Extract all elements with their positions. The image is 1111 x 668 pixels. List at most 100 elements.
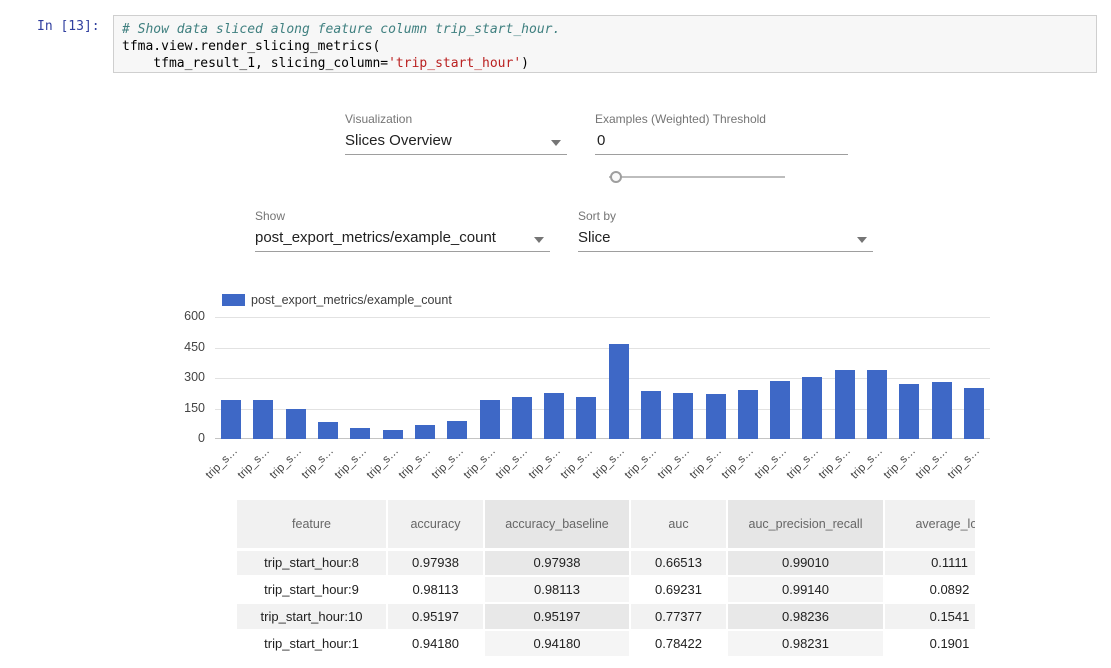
table-cell: 0.1541: [884, 603, 975, 630]
table-cell: 0.66513: [630, 549, 727, 576]
sort-control: Sort by Slice: [578, 209, 873, 252]
code-line3-pre: tfma_result_1, slicing_column=: [122, 56, 388, 71]
slider-thumb[interactable]: [610, 171, 622, 183]
visualization-select[interactable]: Slices Overview: [345, 130, 567, 155]
table-cell: 0.99010: [727, 549, 884, 576]
threshold-input[interactable]: [595, 130, 848, 155]
y-tick-label: 150: [150, 401, 205, 415]
bar[interactable]: [835, 370, 855, 439]
bar[interactable]: [318, 422, 338, 439]
bar[interactable]: [802, 377, 822, 439]
y-axis-labels: 0150300450600: [150, 317, 208, 439]
bar[interactable]: [415, 425, 435, 439]
threshold-slider[interactable]: [609, 170, 785, 184]
sort-label: Sort by: [578, 209, 873, 223]
slider-track[interactable]: [609, 176, 785, 178]
table-column-header[interactable]: accuracy: [387, 500, 484, 549]
bar[interactable]: [512, 397, 532, 439]
table-cell: 0.94180: [484, 630, 630, 657]
table-cell: 0.98236: [727, 603, 884, 630]
table-row[interactable]: trip_start_hour:100.951970.951970.773770…: [237, 603, 975, 630]
table-cell: 0.69231: [630, 576, 727, 603]
bar[interactable]: [706, 394, 726, 439]
sort-value: Slice: [578, 229, 611, 246]
bar[interactable]: [383, 430, 403, 439]
bar[interactable]: [738, 390, 758, 439]
show-label: Show: [255, 209, 550, 223]
table-cell: trip_start_hour:8: [237, 549, 387, 576]
table-cell: 0.95197: [387, 603, 484, 630]
bar[interactable]: [673, 393, 693, 439]
threshold-label: Examples (Weighted) Threshold: [595, 112, 848, 126]
bar[interactable]: [447, 421, 467, 439]
code-comment: # Show data sliced along feature column …: [122, 22, 560, 37]
bar[interactable]: [544, 393, 564, 439]
y-tick-label: 300: [150, 370, 205, 384]
table-cell: 0.1901: [884, 630, 975, 657]
table-column-header[interactable]: feature: [237, 500, 387, 549]
bar[interactable]: [286, 409, 306, 440]
table-cell: 0.98231: [727, 630, 884, 657]
code-line2: tfma.view.render_slicing_metrics(: [122, 39, 380, 54]
table-row[interactable]: trip_start_hour:10.941800.941800.784220.…: [237, 630, 975, 657]
bar[interactable]: [770, 381, 790, 439]
bar[interactable]: [253, 400, 273, 439]
visualization-control: Visualization Slices Overview: [345, 112, 567, 155]
bar[interactable]: [867, 370, 887, 439]
table-body: trip_start_hour:80.979380.979380.665130.…: [237, 549, 975, 657]
table-cell: trip_start_hour:1: [237, 630, 387, 657]
table-cell: 0.94180: [387, 630, 484, 657]
show-select[interactable]: post_export_metrics/example_count: [255, 227, 550, 252]
legend-swatch: [222, 294, 245, 306]
show-value: post_export_metrics/example_count: [255, 229, 496, 246]
input-prompt: In [13]:: [37, 19, 100, 34]
table-cell: 0.97938: [387, 549, 484, 576]
table-column-header[interactable]: auc: [630, 500, 727, 549]
metrics-table: featureaccuracyaccuracy_baselineaucauc_p…: [237, 500, 975, 668]
bar-chart: [215, 317, 990, 439]
table-cell: 0.1111: [884, 549, 975, 576]
chevron-down-icon[interactable]: [534, 237, 544, 243]
bar[interactable]: [609, 344, 629, 439]
table-cell: 0.95197: [484, 603, 630, 630]
table-cell: 0.78422: [630, 630, 727, 657]
table-row[interactable]: trip_start_hour:80.979380.979380.665130.…: [237, 549, 975, 576]
bars: [215, 317, 990, 439]
table-cell: 0.98113: [484, 576, 630, 603]
visualization-label: Visualization: [345, 112, 567, 126]
table-column-header[interactable]: auc_precision_recall: [727, 500, 884, 549]
table-column-header[interactable]: average_los: [884, 500, 975, 549]
y-tick-label: 0: [150, 431, 205, 445]
chevron-down-icon[interactable]: [857, 237, 867, 243]
table-cell: 0.99140: [727, 576, 884, 603]
legend-label: post_export_metrics/example_count: [251, 293, 452, 307]
bar[interactable]: [641, 391, 661, 439]
table-cell: trip_start_hour:9: [237, 576, 387, 603]
table-column-header[interactable]: accuracy_baseline: [484, 500, 630, 549]
table-header-row: featureaccuracyaccuracy_baselineaucauc_p…: [237, 500, 975, 549]
bar[interactable]: [221, 400, 241, 439]
bar[interactable]: [932, 382, 952, 439]
x-tick-label: trip_s…: [203, 445, 240, 482]
table-cell: 0.77377: [630, 603, 727, 630]
code-line3-post: ): [521, 56, 529, 71]
table-cell: 0.0892: [884, 576, 975, 603]
threshold-control: Examples (Weighted) Threshold: [595, 112, 848, 155]
bar[interactable]: [576, 397, 596, 439]
bar[interactable]: [350, 428, 370, 439]
table-cell: 0.98113: [387, 576, 484, 603]
y-tick-label: 600: [150, 309, 205, 323]
table-row[interactable]: trip_start_hour:90.981130.981130.692310.…: [237, 576, 975, 603]
code-cell[interactable]: # Show data sliced along feature column …: [113, 15, 1097, 73]
y-tick-label: 450: [150, 340, 205, 354]
table-cell: 0.97938: [484, 549, 630, 576]
bar[interactable]: [480, 400, 500, 439]
sort-select[interactable]: Slice: [578, 227, 873, 252]
code-string-literal: 'trip_start_hour': [388, 56, 521, 71]
table-cell: trip_start_hour:10: [237, 603, 387, 630]
visualization-value: Slices Overview: [345, 132, 452, 149]
bar[interactable]: [899, 384, 919, 439]
bar[interactable]: [964, 388, 984, 439]
chevron-down-icon[interactable]: [551, 140, 561, 146]
x-axis-labels: trip_s…trip_s…trip_s…trip_s…trip_s…trip_…: [215, 441, 990, 483]
